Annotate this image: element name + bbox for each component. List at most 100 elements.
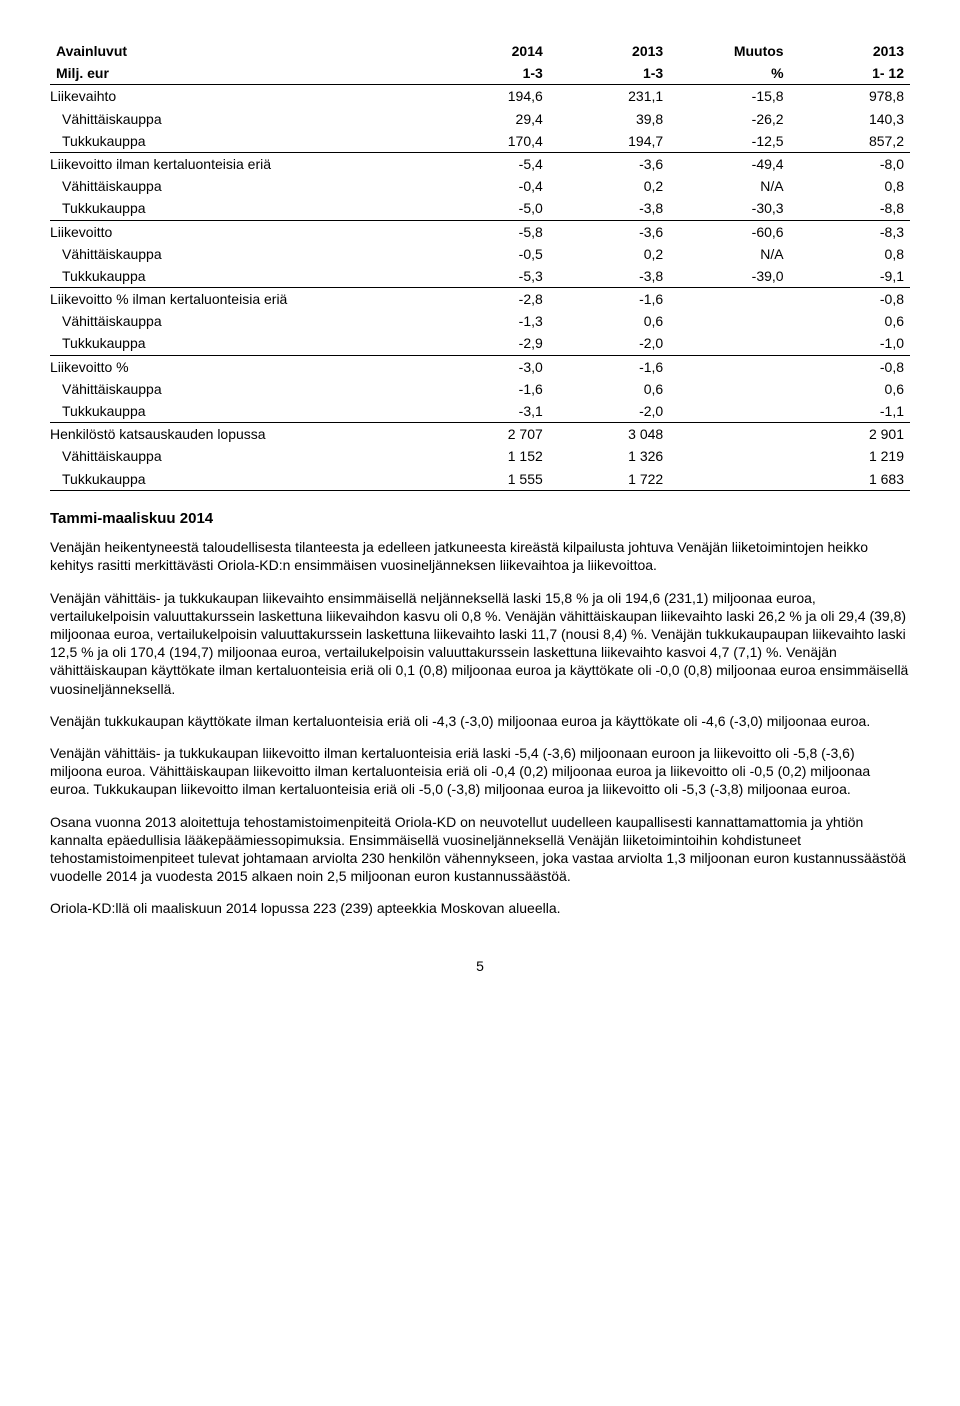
row-label: Tukkukauppa: [50, 400, 428, 423]
paragraph: Venäjän vähittäis- ja tukkukaupan liikev…: [50, 589, 910, 698]
row-value: -1,3: [428, 310, 548, 332]
row-value: 857,2: [790, 130, 910, 153]
row-label: Liikevoitto ilman kertaluonteisia eriä: [50, 152, 428, 175]
row-value: [669, 423, 789, 446]
row-value: 140,3: [790, 108, 910, 130]
table-row: Henkilöstö katsauskauden lopussa2 7073 0…: [50, 423, 910, 446]
header-period-1: 1-3: [428, 62, 548, 85]
row-value: -0,4: [428, 175, 548, 197]
row-value: -9,1: [790, 265, 910, 288]
row-value: -5,3: [428, 265, 548, 288]
row-value: -2,8: [428, 288, 548, 311]
row-label: Vähittäiskauppa: [50, 108, 428, 130]
header-period-full: 1- 12: [790, 62, 910, 85]
row-label: Tukkukauppa: [50, 130, 428, 153]
row-value: 1 219: [790, 445, 910, 467]
table-row: Tukkukauppa170,4194,7-12,5857,2: [50, 130, 910, 153]
row-value: -26,2: [669, 108, 789, 130]
row-value: -49,4: [669, 152, 789, 175]
table-row: Tukkukauppa-3,1-2,0 -1,1: [50, 400, 910, 423]
table-body: Liikevaihto194,6231,1-15,8978,8Vähittäis…: [50, 85, 910, 490]
row-value: -5,4: [428, 152, 548, 175]
row-value: 231,1: [549, 85, 669, 108]
table-row: Tukkukauppa1 5551 7221 683: [50, 468, 910, 491]
row-label: Tukkukauppa: [50, 468, 428, 491]
row-label: Vähittäiskauppa: [50, 310, 428, 332]
header-muutos: Muutos: [669, 40, 789, 62]
row-value: -3,1: [428, 400, 548, 423]
row-value: -2,9: [428, 332, 548, 355]
row-value: -2,0: [549, 400, 669, 423]
row-label: Vähittäiskauppa: [50, 175, 428, 197]
row-value: -30,3: [669, 197, 789, 220]
row-value: 1 326: [549, 445, 669, 467]
row-value: 0,2: [549, 175, 669, 197]
row-value: -15,8: [669, 85, 789, 108]
body-text: Venäjän heikentyneestä taloudellisesta t…: [50, 538, 910, 917]
row-value: -1,1: [790, 400, 910, 423]
row-value: -1,0: [790, 332, 910, 355]
row-label: Liikevoitto %: [50, 355, 428, 378]
paragraph: Venäjän heikentyneestä taloudellisesta t…: [50, 538, 910, 574]
row-label: Henkilöstö katsauskauden lopussa: [50, 423, 428, 446]
row-value: 0,6: [790, 378, 910, 400]
row-value: [669, 355, 789, 378]
row-value: [669, 310, 789, 332]
header-period-2: 1-3: [549, 62, 669, 85]
paragraph: Osana vuonna 2013 aloitettuja tehostamis…: [50, 813, 910, 886]
row-value: -0,8: [790, 288, 910, 311]
row-value: -12,5: [669, 130, 789, 153]
row-label: Tukkukauppa: [50, 332, 428, 355]
row-label: Tukkukauppa: [50, 197, 428, 220]
row-value: -3,8: [549, 197, 669, 220]
row-value: -3,6: [549, 152, 669, 175]
row-value: 194,6: [428, 85, 548, 108]
row-value: 0,8: [790, 175, 910, 197]
section-heading: Tammi-maaliskuu 2014: [50, 509, 910, 529]
row-value: -5,0: [428, 197, 548, 220]
table-row: Vähittäiskauppa-1,60,60,6: [50, 378, 910, 400]
row-value: -1,6: [549, 355, 669, 378]
key-figures-table: Avainluvut 2014 2013 Muutos 2013 Milj. e…: [50, 40, 910, 491]
header-2014: 2014: [428, 40, 548, 62]
row-value: [669, 468, 789, 491]
paragraph: Venäjän vähittäis- ja tukkukaupan liikev…: [50, 744, 910, 799]
row-value: 194,7: [549, 130, 669, 153]
row-value: 0,6: [549, 378, 669, 400]
table-row: Vähittäiskauppa-1,30,60,6: [50, 310, 910, 332]
row-value: -3,0: [428, 355, 548, 378]
row-label: Liikevoitto: [50, 220, 428, 243]
header-pct: %: [669, 62, 789, 85]
table-row: Liikevoitto %-3,0-1,6-0,8: [50, 355, 910, 378]
table-row: Tukkukauppa-5,0-3,8-30,3-8,8: [50, 197, 910, 220]
table-header-row-1: Avainluvut 2014 2013 Muutos 2013: [50, 40, 910, 62]
row-value: 0,2: [549, 243, 669, 265]
row-value: -8,0: [790, 152, 910, 175]
table-row: Liikevoitto % ilman kertaluonteisia eriä…: [50, 288, 910, 311]
row-value: -8,8: [790, 197, 910, 220]
row-value: -1,6: [428, 378, 548, 400]
row-value: 1 555: [428, 468, 548, 491]
paragraph: Venäjän tukkukaupan käyttökate ilman ker…: [50, 712, 910, 730]
table-row: Liikevaihto194,6231,1-15,8978,8: [50, 85, 910, 108]
row-value: 1 152: [428, 445, 548, 467]
row-value: N/A: [669, 175, 789, 197]
table-row: Vähittäiskauppa-0,40,2N/A0,8: [50, 175, 910, 197]
row-label: Vähittäiskauppa: [50, 378, 428, 400]
row-value: 29,4: [428, 108, 548, 130]
row-value: -8,3: [790, 220, 910, 243]
row-value: 3 048: [549, 423, 669, 446]
row-label: Vähittäiskauppa: [50, 243, 428, 265]
row-value: 978,8: [790, 85, 910, 108]
row-value: -3,6: [549, 220, 669, 243]
table-row: Tukkukauppa-5,3-3,8-39,0-9,1: [50, 265, 910, 288]
row-value: -2,0: [549, 332, 669, 355]
row-value: 0,6: [790, 310, 910, 332]
table-header-row-2: Milj. eur 1-3 1-3 % 1- 12: [50, 62, 910, 85]
row-value: 0,6: [549, 310, 669, 332]
row-value: 1 722: [549, 468, 669, 491]
row-value: -3,8: [549, 265, 669, 288]
table-row: Vähittäiskauppa29,439,8-26,2140,3: [50, 108, 910, 130]
row-value: -0,5: [428, 243, 548, 265]
row-value: [669, 378, 789, 400]
